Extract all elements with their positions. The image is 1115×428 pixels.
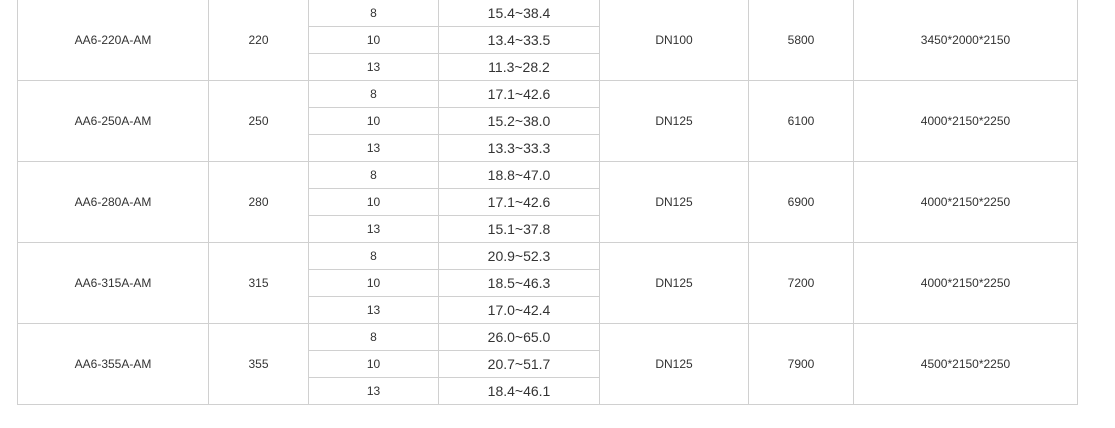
pressure-cell: 8 (308, 80, 439, 108)
pipe-cell: DN125 (599, 161, 749, 243)
pressure-cell: 13 (308, 296, 439, 324)
model-cell: AA6-280A-AM (17, 161, 209, 243)
model-cell: AA6-355A-AM (17, 323, 209, 405)
pressure-cell: 13 (308, 53, 439, 81)
table-row: 13 15.1~37.8 (18, 215, 1078, 243)
table-row: 13 13.3~33.3 (18, 134, 1078, 162)
table-row: 13 17.0~42.4 (18, 296, 1078, 324)
pressure-cell: 10 (308, 269, 439, 297)
dimension-cell: 4000*2150*2250 (853, 242, 1078, 324)
model-cell: AA6-315A-AM (17, 242, 209, 324)
spec-table: AA6-220A-AM 220 8 15.4~38.4 DN100 5800 3450*20… (17, 0, 1078, 405)
weight-cell: 6100 (748, 80, 854, 162)
flow-range-cell: 13.4~33.5 (438, 26, 600, 54)
flow-range-cell: 20.9~52.3 (438, 242, 600, 270)
dimension-cell: 4000*2150*2250 (853, 161, 1078, 243)
pressure-cell: 10 (308, 188, 439, 216)
flow-range-cell: 15.1~37.8 (438, 215, 600, 243)
dimension-cell: 4000*2150*2250 (853, 80, 1078, 162)
dimension-cell: 4500*2150*2250 (853, 323, 1078, 405)
pressure-cell: 13 (308, 377, 439, 405)
weight-cell: 7900 (748, 323, 854, 405)
table-row: 10 17.1~42.6 (18, 188, 1078, 216)
weight-cell: 6900 (748, 161, 854, 243)
flow-range-cell: 26.0~65.0 (438, 323, 600, 351)
table-row: 13 11.3~28.2 (18, 53, 1078, 81)
pipe-cell: DN125 (599, 242, 749, 324)
flow-range-cell: 17.1~42.6 (438, 188, 600, 216)
power-cell: 250 (208, 80, 309, 162)
pressure-cell: 8 (308, 323, 439, 351)
model-cell: AA6-250A-AM (17, 80, 209, 162)
model-cell: AA6-220A-AM (17, 0, 209, 81)
table-row: AA6-280A-AM 280 8 18.8~47.0 DN125 6900 4000*21… (17, 161, 1078, 243)
flow-range-cell: 20.7~51.7 (438, 350, 600, 378)
flow-range-cell: 11.3~28.2 (438, 53, 600, 81)
pressure-cell: 10 (308, 26, 439, 54)
flow-range-cell: 17.0~42.4 (438, 296, 600, 324)
pipe-cell: DN125 (599, 80, 749, 162)
flow-range-cell: 13.3~33.3 (438, 134, 600, 162)
pressure-cell: 13 (308, 134, 439, 162)
table-row: 10 13.4~33.5 (18, 26, 1078, 54)
table-row: 10 15.2~38.0 (18, 107, 1078, 135)
pipe-cell: DN125 (599, 323, 749, 405)
dimension-cell: 3450*2000*2150 (853, 0, 1078, 81)
pressure-cell: 13 (308, 215, 439, 243)
table-row: AA6-220A-AM 220 8 15.4~38.4 DN100 5800 3450*20… (17, 0, 1078, 81)
table-row: 13 18.4~46.1 (18, 377, 1078, 405)
pressure-cell: 8 (308, 242, 439, 270)
table-row: 10 18.5~46.3 (18, 269, 1078, 297)
weight-cell: 7200 (748, 242, 854, 324)
power-cell: 280 (208, 161, 309, 243)
pressure-cell: 10 (308, 350, 439, 378)
flow-range-cell: 15.4~38.4 (438, 0, 600, 27)
power-cell: 355 (208, 323, 309, 405)
power-cell: 315 (208, 242, 309, 324)
flow-range-cell: 17.1~42.6 (438, 80, 600, 108)
table-row: AA6-250A-AM 250 8 17.1~42.6 DN125 6100 4000*21… (17, 80, 1078, 162)
table-row: AA6-315A-AM 315 8 20.9~52.3 DN125 7200 4000*21… (17, 242, 1078, 324)
flow-range-cell: 18.8~47.0 (438, 161, 600, 189)
flow-range-cell: 18.4~46.1 (438, 377, 600, 405)
pressure-cell: 10 (308, 107, 439, 135)
pressure-cell: 8 (308, 161, 439, 189)
flow-range-cell: 15.2~38.0 (438, 107, 600, 135)
pressure-cell: 8 (308, 0, 439, 27)
weight-cell: 5800 (748, 0, 854, 81)
power-cell: 220 (208, 0, 309, 81)
pipe-cell: DN100 (599, 0, 749, 81)
table-row: AA6-355A-AM 355 8 26.0~65.0 DN125 7900 4500*21… (17, 323, 1078, 405)
flow-range-cell: 18.5~46.3 (438, 269, 600, 297)
